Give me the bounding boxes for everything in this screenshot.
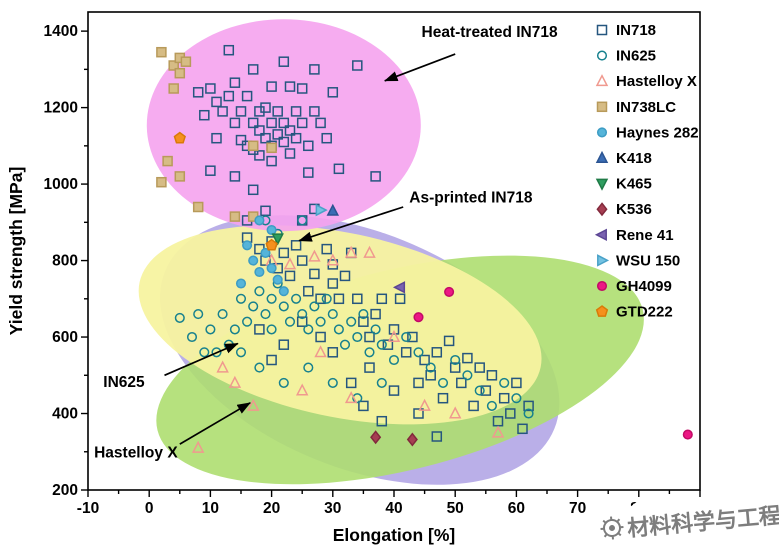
- legend-label: Haynes 282: [616, 124, 699, 141]
- gear-icon: [600, 516, 624, 540]
- legend-item: GH4099: [596, 278, 672, 295]
- annotation-label: As-printed IN718: [409, 190, 533, 207]
- legend-label: Hastelloy X: [616, 73, 697, 90]
- svg-text:70: 70: [569, 500, 586, 517]
- legend-item: IN718: [596, 22, 656, 39]
- legend-label: Rene 41: [616, 227, 674, 244]
- svg-text:600: 600: [52, 329, 78, 346]
- svg-text:0: 0: [145, 500, 154, 517]
- legend-label: K465: [616, 176, 652, 193]
- svg-text:10: 10: [202, 500, 219, 517]
- data-points-haynes-282: [235, 215, 289, 297]
- legend-item: GTD222: [595, 304, 673, 321]
- annotation-label: Hastelloy X: [94, 445, 178, 462]
- legend-item: IN738LC: [596, 99, 676, 116]
- svg-text:200: 200: [52, 482, 78, 499]
- svg-text:1200: 1200: [44, 100, 78, 117]
- y-axis-ticks: [81, 30, 88, 491]
- svg-text:60: 60: [508, 500, 525, 517]
- y-axis-label: Yield strength [MPa]: [6, 167, 26, 336]
- svg-text:20: 20: [263, 500, 280, 517]
- svg-text:800: 800: [52, 253, 78, 270]
- svg-text:40: 40: [385, 500, 402, 517]
- legend-label: WSU 150: [616, 252, 680, 269]
- legend-label: GTD222: [616, 304, 673, 321]
- data-points-rene-41: [392, 281, 406, 294]
- legend-item: K418: [595, 150, 652, 167]
- data-points-k465: [271, 233, 284, 246]
- data-points-k536: [370, 430, 418, 447]
- data-points-in625: [174, 215, 534, 419]
- y-axis-tick-labels: 200 400 600 800 1000 1200 1400: [44, 23, 78, 499]
- svg-text:-10: -10: [77, 500, 99, 517]
- legend-label: IN718: [616, 22, 656, 39]
- heat-treated-in718-region: [146, 19, 421, 232]
- watermark: 材料科学与工程: [572, 498, 779, 551]
- annotation-label: Heat-treated IN718: [422, 24, 558, 41]
- legend-item: WSU 150: [597, 252, 680, 269]
- x-axis-ticks: [87, 490, 701, 497]
- svg-text:400: 400: [52, 406, 78, 423]
- x-axis-tick-labels: -100102030405060708090: [77, 500, 709, 517]
- data-points-in738lc: [156, 46, 277, 222]
- legend-item: Haynes 282: [596, 124, 699, 141]
- data-points-gtd222: [173, 131, 278, 251]
- annotations: Heat-treated IN718 As-printed IN718 IN625 H…: [94, 24, 558, 462]
- svg-text:50: 50: [447, 500, 464, 517]
- legend-label: IN625: [616, 48, 656, 65]
- plot-regions: [138, 19, 644, 485]
- legend-label: K418: [616, 150, 652, 167]
- legend: IN718 IN625 Hastelloy X IN738LC Haynes 282 K4…: [594, 22, 699, 321]
- data-points-wsu-150: [315, 203, 328, 217]
- legend-label: K536: [616, 201, 652, 218]
- legend-item: Hastelloy X: [595, 73, 697, 90]
- data-points-hastelloy-x: [191, 245, 505, 453]
- data-points-gh4099: [413, 286, 693, 440]
- legend-label: IN738LC: [616, 99, 676, 116]
- legend-item: IN625: [596, 48, 656, 65]
- svg-text:30: 30: [324, 500, 341, 517]
- legend-item: K536: [596, 201, 652, 218]
- legend-item: K465: [595, 176, 652, 193]
- legend-label: GH4099: [616, 278, 672, 295]
- svg-text:1000: 1000: [44, 176, 78, 193]
- x-axis-label: Elongation [%]: [333, 525, 455, 545]
- legend-item: Rene 41: [594, 227, 674, 244]
- data-points-k418: [326, 203, 340, 216]
- svg-text:1400: 1400: [44, 23, 78, 40]
- annotation-label: IN625: [103, 374, 145, 391]
